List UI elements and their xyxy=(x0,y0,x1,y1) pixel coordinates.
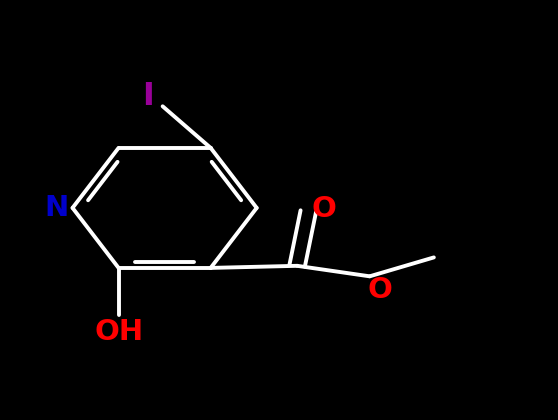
Text: O: O xyxy=(311,195,336,223)
Text: I: I xyxy=(142,81,154,112)
Text: N: N xyxy=(45,194,69,222)
Text: O: O xyxy=(367,276,392,304)
Text: OH: OH xyxy=(94,318,143,346)
